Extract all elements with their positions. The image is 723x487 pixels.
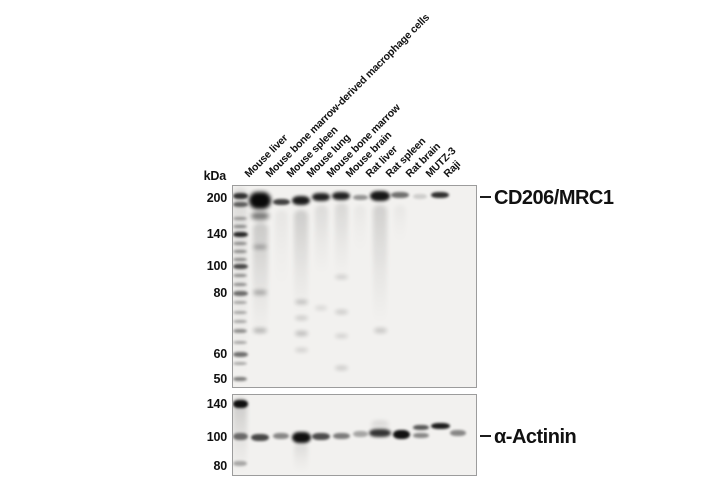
mw-marker-80kda: 80	[213, 286, 227, 300]
raji-band	[450, 430, 466, 436]
mouse-bmdm-band	[272, 199, 290, 205]
ladder-band	[233, 329, 247, 333]
ladder-band	[233, 201, 248, 207]
mouse-lung-smear	[314, 205, 328, 275]
cd206-band-tick	[480, 196, 491, 198]
mouse-spleen-band	[294, 300, 308, 304]
mouse-liver-band	[251, 433, 269, 441]
rat-liver-smear	[373, 205, 387, 325]
cd206-mrc1-blot-panel	[232, 185, 477, 388]
rat-spleen-smear	[394, 205, 406, 245]
mouse-liver-band	[249, 191, 271, 209]
ladder-band	[233, 241, 247, 245]
ladder-band	[233, 282, 247, 286]
mutz-3-band	[431, 192, 449, 198]
ladder-band	[233, 400, 248, 408]
actinin-band-tick	[480, 435, 491, 437]
rat-brain-band	[413, 432, 429, 438]
mouse-bmdm-band	[273, 433, 289, 439]
top-blot-mw-markers: 200 140 100 80 60 50	[0, 0, 227, 487]
mw-marker-140kda: 140	[206, 397, 227, 411]
mw-marker-200kda: 200	[206, 191, 227, 205]
rat-spleen-band	[392, 429, 410, 439]
rat-liver-band	[369, 429, 391, 437]
mouse-bone-marrow-band	[332, 192, 350, 200]
mouse-brain-band	[352, 194, 368, 200]
target-label-cd206-mrc1: CD206/MRC1	[494, 187, 614, 209]
mw-marker-50kda: 50	[213, 372, 227, 386]
ladder-band	[233, 300, 247, 304]
mw-marker-60kda: 60	[213, 347, 227, 361]
ladder-band	[233, 224, 247, 228]
mouse-spleen-band	[294, 348, 308, 352]
mouse-bone-marrow-smear	[334, 202, 348, 278]
rat-liver-band	[373, 327, 387, 333]
alpha-actinin-blot-panel	[232, 394, 477, 476]
mouse-spleen-band	[294, 316, 308, 320]
mouse-bone-marrow-band	[334, 334, 348, 338]
mw-marker-80kda: 80	[213, 459, 227, 473]
rat-liver-smear	[371, 421, 389, 431]
mouse-liver-smear	[252, 222, 268, 338]
ladder-band	[233, 319, 247, 323]
ladder-smear	[233, 188, 247, 387]
mouse-liver-band	[251, 212, 269, 220]
mouse-spleen-smear	[294, 209, 308, 315]
mutz-3-band	[430, 423, 450, 429]
mouse-spleen-band	[294, 330, 308, 336]
ladder-band	[233, 290, 248, 296]
mouse-bone-marrow-band	[334, 310, 348, 314]
rat-brain-band	[413, 424, 429, 430]
target-label-alpha-actinin: α-Actinin	[494, 426, 577, 448]
ladder-band	[233, 377, 247, 381]
ladder-band	[233, 273, 247, 277]
mouse-bone-marrow-band	[334, 366, 348, 370]
ladder-band	[233, 249, 247, 253]
ladder-band	[233, 432, 248, 440]
mouse-bone-marrow-band	[332, 433, 350, 439]
ladder-band	[233, 216, 247, 220]
bottom-blot-mw-markers: 140 100 80	[0, 0, 227, 487]
ladder-band	[233, 193, 248, 199]
ladder-band	[233, 361, 247, 365]
mouse-lung-band	[312, 193, 330, 201]
mw-marker-100kda: 100	[206, 430, 227, 444]
mouse-liver-band	[253, 289, 267, 295]
mw-marker-140kda: 140	[206, 227, 227, 241]
mouse-bmdm-smear	[274, 210, 288, 290]
kda-unit-label: kDa	[203, 169, 227, 183]
ladder-band	[233, 310, 247, 314]
ladder-band	[233, 231, 248, 237]
mouse-spleen-smear	[294, 443, 308, 473]
mouse-brain-smear	[354, 205, 366, 255]
mw-marker-100kda: 100	[206, 259, 227, 273]
rat-spleen-band	[391, 192, 409, 198]
ladder-band	[233, 351, 248, 357]
ladder-band	[233, 340, 247, 344]
ladder-band	[233, 257, 247, 261]
mouse-lung-band	[312, 432, 330, 440]
mouse-liver-band	[253, 245, 267, 249]
mouse-bone-marrow-band	[334, 275, 348, 279]
mouse-spleen-band	[291, 431, 311, 443]
ladder-band	[233, 263, 248, 269]
mouse-spleen-band	[292, 195, 310, 205]
rat-liver-band	[370, 191, 390, 201]
mouse-liver-band	[253, 327, 267, 333]
mouse-lung-band	[315, 306, 327, 310]
rat-brain-band	[413, 193, 427, 199]
ladder-band	[233, 460, 247, 466]
mouse-brain-band	[352, 431, 368, 437]
